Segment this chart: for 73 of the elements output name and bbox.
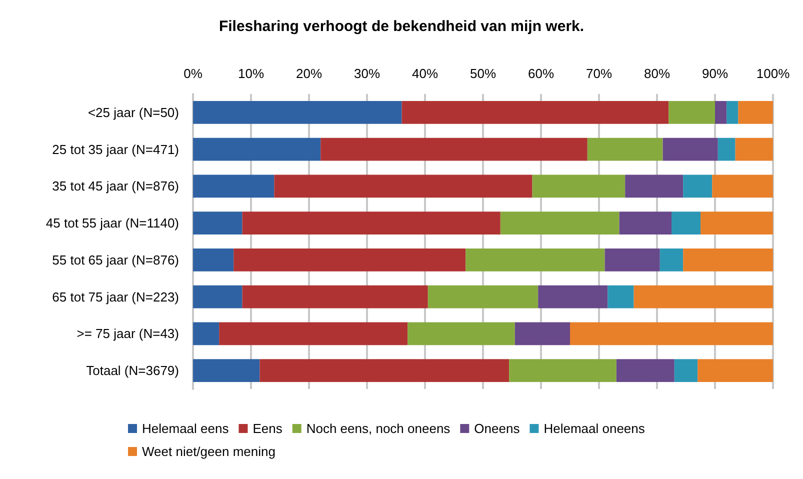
bar [193, 248, 234, 272]
legend-label: Oneens [474, 421, 520, 436]
bar [402, 101, 669, 124]
bar [712, 174, 773, 198]
x-tick-label: 20% [296, 66, 322, 81]
bar [683, 174, 712, 198]
bar [193, 174, 274, 198]
bar [700, 212, 773, 234]
bar [514, 322, 570, 346]
bar [193, 212, 242, 234]
y-tick-label: 55 tot 65 jaar (N=876) [52, 252, 179, 268]
x-tick-label: 10% [238, 66, 264, 81]
y-tick-label: 35 tot 45 jaar (N=876) [52, 178, 179, 194]
bar [619, 212, 672, 234]
bar [715, 101, 727, 124]
bar [193, 285, 242, 308]
bar [726, 101, 738, 124]
y-tick-label: <25 jaar (N=50) [88, 104, 179, 120]
y-tick-label: 65 tot 75 jaar (N=223) [52, 289, 179, 304]
bar [662, 138, 718, 161]
legend-label: Noch eens, noch oneens [306, 421, 451, 436]
x-tick-label: 60% [528, 66, 554, 81]
bar [570, 322, 773, 346]
legend-label: Helemaal eens [142, 421, 230, 436]
bar [538, 285, 608, 308]
chart-title: Filesharing verhoogt de bekendheid van mijn werk. [218, 18, 584, 35]
x-tick-label: 0% [184, 66, 203, 81]
x-tick-label: 100% [756, 66, 790, 81]
bar [683, 248, 773, 272]
bar [616, 359, 674, 382]
bar [219, 322, 408, 346]
bar [428, 285, 538, 308]
bar [625, 174, 684, 198]
x-tick-label: 50% [470, 66, 496, 81]
bar [193, 101, 402, 124]
bar [674, 359, 698, 382]
bar [698, 359, 773, 382]
bar [193, 322, 220, 346]
bar [718, 138, 736, 161]
bar [738, 101, 773, 124]
bar [660, 248, 684, 272]
x-tick-label: 30% [354, 66, 380, 81]
y-tick-label: 45 tot 55 jaar (N=1140) [46, 216, 179, 231]
bar [500, 212, 620, 234]
bar [242, 212, 500, 234]
bar [532, 174, 626, 198]
y-tick-label: 25 tot 35 jaar (N=471) [52, 142, 179, 157]
bar [193, 138, 321, 161]
legend-label: Weet niet/geen mening [142, 444, 276, 459]
legend-label: Helemaal oneens [544, 421, 646, 436]
x-tick-label: 70% [586, 66, 612, 81]
bar [320, 138, 588, 161]
bar [509, 359, 616, 382]
bar [234, 248, 466, 272]
y-tick-label: >= 75 jaar (N=43) [76, 326, 179, 342]
bar [242, 285, 428, 308]
bar [604, 248, 660, 272]
bar [672, 212, 700, 234]
y-tick-label: Totaal (N=3679) [86, 363, 179, 378]
bar [466, 248, 605, 272]
bar [668, 101, 715, 124]
bar [274, 174, 532, 198]
bar [608, 285, 634, 308]
x-tick-label: 90% [702, 66, 728, 81]
x-tick-label: 80% [644, 66, 670, 81]
bar [587, 138, 663, 161]
x-tick-label: 40% [412, 66, 438, 81]
bar [634, 285, 773, 308]
bar [408, 322, 515, 346]
bar [260, 359, 510, 382]
legend-label: Eens [252, 421, 283, 436]
bar [193, 359, 260, 382]
bar [735, 138, 773, 161]
